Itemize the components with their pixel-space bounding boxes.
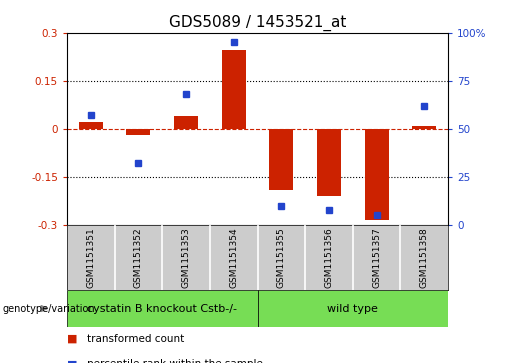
Text: GSM1151351: GSM1151351: [87, 227, 95, 288]
Text: GSM1151355: GSM1151355: [277, 227, 286, 288]
Text: percentile rank within the sample: percentile rank within the sample: [87, 359, 263, 363]
Text: GSM1151352: GSM1151352: [134, 227, 143, 287]
Bar: [269, 129, 293, 190]
Text: cystatin B knockout Cstb-/-: cystatin B knockout Cstb-/-: [87, 303, 237, 314]
Text: genotype/variation: genotype/variation: [3, 303, 95, 314]
Bar: [413, 126, 436, 129]
Text: GSM1151354: GSM1151354: [229, 227, 238, 287]
Text: GSM1151357: GSM1151357: [372, 227, 381, 288]
Bar: [258, 290, 448, 327]
Text: GSM1151356: GSM1151356: [324, 227, 333, 288]
Bar: [67, 290, 258, 327]
Text: GSM1151358: GSM1151358: [420, 227, 428, 288]
Bar: [127, 129, 150, 135]
Text: transformed count: transformed count: [87, 334, 184, 344]
Text: wild type: wild type: [328, 303, 378, 314]
Bar: [222, 50, 246, 129]
Bar: [174, 116, 198, 129]
Bar: [317, 129, 341, 196]
Title: GDS5089 / 1453521_at: GDS5089 / 1453521_at: [169, 15, 346, 31]
Bar: [365, 129, 388, 220]
Text: GSM1151353: GSM1151353: [182, 227, 191, 288]
Text: ■: ■: [67, 334, 77, 344]
Text: ■: ■: [67, 359, 77, 363]
Bar: [79, 122, 102, 129]
